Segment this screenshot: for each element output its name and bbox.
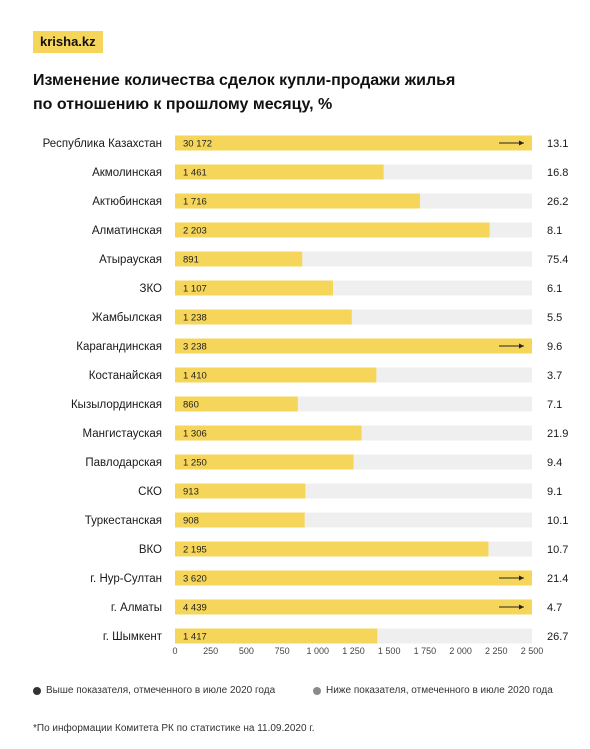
bar-value-label: 1 461 [183, 168, 207, 179]
category-label: Мангистауская [82, 428, 162, 440]
category-label: Акмолинская [92, 167, 162, 179]
bar-value-label: 1 716 [183, 197, 207, 208]
category-label: Республика Казахстан [43, 138, 162, 150]
legend-below-dot [313, 686, 321, 695]
bar [175, 628, 378, 644]
category-label: Кызылординская [71, 399, 162, 411]
bar [175, 222, 490, 238]
legend-above-label: Выше показателя, отмеченного в июле 2020… [46, 685, 276, 696]
chart-title-line-1: Изменение количества сделок купли-продаж… [33, 72, 456, 89]
bar [175, 541, 489, 557]
bar-value-label: 3 238 [183, 342, 207, 353]
x-tick-label: 0 [172, 646, 177, 656]
category-label: СКО [138, 486, 162, 498]
x-tick-label: 1 250 [342, 646, 365, 656]
change-pct-label: 3.7 [547, 370, 562, 382]
change-pct-label: 26.7 [547, 631, 568, 643]
bar [175, 483, 306, 499]
footnote: *По информации Комитета РК по статистике… [33, 723, 315, 734]
overflow-arrow-head [519, 604, 524, 610]
legend-above-dot [33, 686, 41, 695]
bar-value-label: 30 172 [183, 139, 212, 150]
change-pct-label: 13.1 [547, 138, 568, 150]
category-label: г. Нур-Султан [90, 573, 162, 585]
change-pct-label: 8.1 [547, 225, 562, 237]
bar-value-label: 908 [183, 516, 199, 527]
bar [175, 396, 298, 412]
bar [175, 251, 303, 267]
category-label: Карагандинская [76, 341, 162, 353]
bar [175, 338, 532, 354]
bar [175, 193, 421, 209]
change-pct-label: 5.5 [547, 312, 562, 324]
bar [175, 280, 334, 296]
krisha-logo: krisha.kz [33, 31, 103, 53]
category-label: Атырауская [99, 254, 162, 266]
bar-value-label: 1 417 [183, 632, 207, 643]
bar-value-label: 1 107 [183, 284, 207, 295]
x-tick-label: 1 500 [378, 646, 401, 656]
change-pct-label: 21.9 [547, 428, 568, 440]
chart-title-line-2: по отношению к прошлому месяцу, % [33, 96, 333, 113]
bar-value-label: 860 [183, 400, 199, 411]
x-tick-label: 1 750 [414, 646, 437, 656]
bar-chart: Республика Казахстан 30 172 13.1 Акмолинска… [43, 135, 568, 656]
bar-value-label: 913 [183, 487, 199, 498]
change-pct-label: 9.1 [547, 486, 562, 498]
bar-value-label: 2 195 [183, 545, 207, 556]
change-pct-label: 6.1 [547, 283, 562, 295]
bar [175, 164, 384, 180]
bar [175, 599, 532, 615]
bar-value-label: 3 620 [183, 574, 207, 585]
x-tick-label: 2 000 [449, 646, 472, 656]
x-tick-label: 250 [203, 646, 218, 656]
change-pct-label: 9.4 [547, 457, 562, 469]
x-tick-label: 500 [239, 646, 254, 656]
category-label: ВКО [139, 544, 162, 556]
category-label: Павлодарская [85, 457, 162, 469]
legend-below: Ниже показателя, отмеченного в июле 2020… [313, 685, 553, 696]
category-label: Костанайская [89, 370, 162, 382]
legend-above: Выше показателя, отмеченного в июле 2020… [33, 685, 275, 696]
category-label: г. Алматы [111, 602, 162, 614]
bar-value-label: 2 203 [183, 226, 207, 237]
x-tick-label: 2 250 [485, 646, 508, 656]
bar-value-label: 1 250 [183, 458, 207, 469]
overflow-arrow-head [519, 140, 524, 146]
chart-title: Изменение количества сделок купли-продаж… [33, 69, 563, 117]
change-pct-label: 9.6 [547, 341, 562, 353]
change-pct-label: 21.4 [547, 573, 568, 585]
change-pct-label: 26.2 [547, 196, 568, 208]
change-pct-label: 10.7 [547, 544, 568, 556]
overflow-arrow-head [519, 575, 524, 581]
category-label: Алматинская [92, 225, 162, 237]
bar-value-label: 1 238 [183, 313, 207, 324]
change-pct-label: 10.1 [547, 515, 568, 527]
bar [175, 309, 352, 325]
category-label: Жамбылская [92, 312, 162, 324]
bar-value-label: 1 306 [183, 429, 207, 440]
legend-below-label: Ниже показателя, отмеченного в июле 2020… [326, 685, 553, 696]
bar [175, 425, 362, 441]
overflow-arrow-head [519, 343, 524, 349]
x-tick-label: 1 000 [307, 646, 330, 656]
category-label: Актюбинская [92, 196, 162, 208]
category-label: г. Шымкент [103, 631, 163, 643]
change-pct-label: 16.8 [547, 167, 568, 179]
bar [175, 570, 532, 586]
change-pct-label: 7.1 [547, 399, 562, 411]
change-pct-label: 4.7 [547, 602, 562, 614]
bar [175, 454, 354, 470]
bar-value-label: 1 410 [183, 371, 207, 382]
bar-value-label: 4 439 [183, 603, 207, 614]
category-label: Туркестанская [85, 515, 162, 527]
change-pct-label: 75.4 [547, 254, 568, 266]
x-tick-label: 2 500 [521, 646, 544, 656]
bar-value-label: 891 [183, 255, 199, 266]
bar [175, 512, 305, 528]
bar [175, 367, 377, 383]
bar [175, 135, 532, 151]
x-tick-label: 750 [275, 646, 290, 656]
category-label: ЗКО [140, 283, 163, 295]
